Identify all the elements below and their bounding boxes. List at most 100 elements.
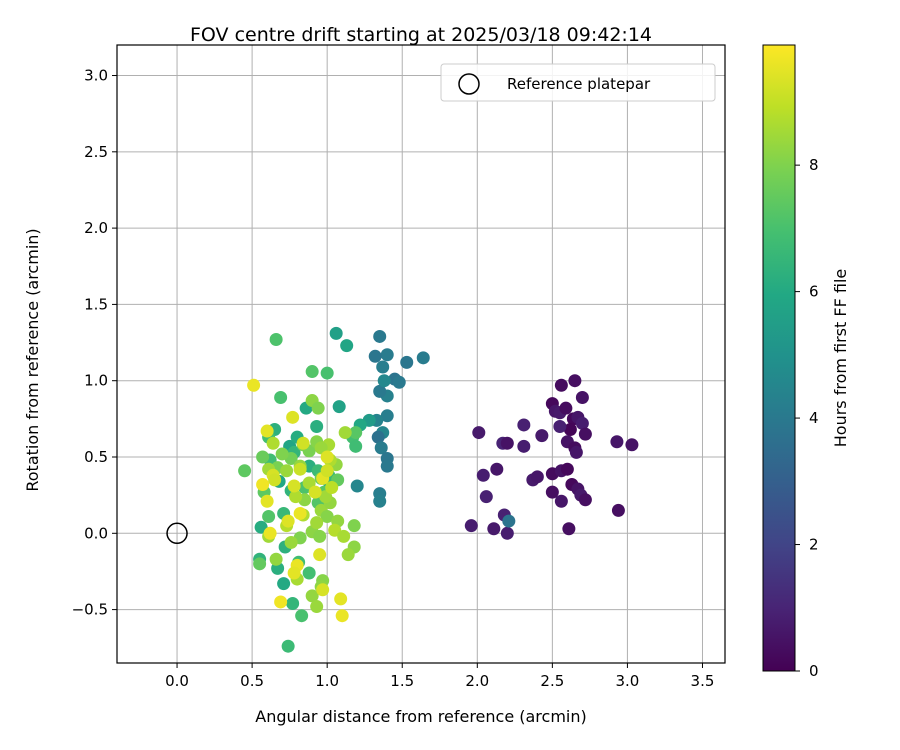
data-points [238,326,639,653]
x-tick-label: 3.5 [691,672,715,690]
data-point [349,426,363,440]
legend: Reference platepar [440,63,716,102]
data-point [611,503,625,517]
data-point [287,479,301,493]
x-tick-label: 3.0 [615,672,639,690]
data-point [260,424,274,438]
colorbar-tick-label: 4 [809,409,819,427]
data-point [490,462,504,476]
data-point [560,462,574,476]
x-tick-label: 1.5 [390,672,414,690]
x-tick-label: 2.0 [465,672,489,690]
data-point [376,360,390,374]
y-tick-label: 0.5 [84,448,108,466]
x-tick-label: 2.5 [540,672,564,690]
data-point [238,464,252,478]
data-point [578,427,592,441]
colorbar-tick-label: 0 [809,662,819,680]
x-axis-label: Angular distance from reference (arcmin) [255,707,586,726]
data-point [260,494,274,508]
chart-title: FOV centre drift starting at 2025/03/18 … [190,24,652,46]
data-point [310,600,324,614]
data-point [268,473,282,487]
data-point [575,416,589,430]
data-point [302,566,316,580]
data-point [314,441,328,455]
data-point [253,557,267,571]
data-point [313,529,327,543]
colorbar-gradient [762,44,796,672]
colorbar-tick-label: 8 [809,156,819,174]
legend-label: Reference platepar [507,75,651,93]
data-point [472,426,486,440]
colorbar-label: Hours from first FF file [831,269,850,448]
y-axis: −0.5 0.0 0.5 1.0 1.5 2.0 2.5 3.0 [72,67,117,619]
y-tick-label: −0.5 [72,601,108,619]
data-point [262,510,276,524]
y-axis-label: Rotation from reference (arcmin) [23,228,42,491]
data-point [563,423,577,437]
data-point [568,374,582,388]
data-point [263,526,277,540]
data-point [325,481,339,495]
data-point [293,462,307,476]
data-point [625,438,639,452]
data-point [308,485,322,499]
data-point [380,348,394,362]
data-point [373,384,387,398]
data-point [479,490,493,504]
data-point [310,419,324,433]
data-point [277,577,291,591]
data-point [302,476,316,490]
data-point [502,514,516,528]
data-point [247,378,261,392]
data-point [559,401,573,415]
data-point [374,441,388,455]
data-point [280,464,294,478]
x-tick-label: 1.0 [315,672,339,690]
data-point [284,535,298,549]
colorbar-tick-label: 2 [809,536,819,554]
data-point [530,470,544,484]
data-point [320,450,334,464]
data-point [286,596,300,610]
data-point [287,566,301,580]
data-point [281,639,295,653]
data-point [286,410,300,424]
data-point [337,529,351,543]
data-point [377,374,391,388]
x-tick-label: 0.0 [165,672,189,690]
data-point [256,450,270,464]
y-tick-label: 2.0 [84,219,108,237]
data-point [274,595,288,609]
data-point [368,349,382,363]
data-point [274,390,288,404]
data-point [296,436,310,450]
data-point [320,510,334,524]
plot-frame [116,44,726,664]
data-point [289,490,303,504]
data-point [341,548,355,562]
data-point [350,479,364,493]
data-point [464,519,478,533]
data-point [562,522,576,536]
data-point [373,329,387,343]
data-point [319,490,333,504]
data-point [380,459,394,473]
data-point [347,519,361,533]
data-point [392,375,406,389]
data-point [269,333,283,347]
data-point [316,583,330,597]
data-point [329,326,343,340]
data-point [313,548,327,562]
data-point [310,516,324,530]
data-point [517,418,531,432]
data-point [305,365,319,379]
data-point [553,419,567,433]
data-point [293,506,307,520]
data-point [476,468,490,482]
y-tick-label: 2.5 [84,143,108,161]
data-point [500,436,514,450]
data-point [416,351,430,365]
reference-marker [166,522,188,545]
